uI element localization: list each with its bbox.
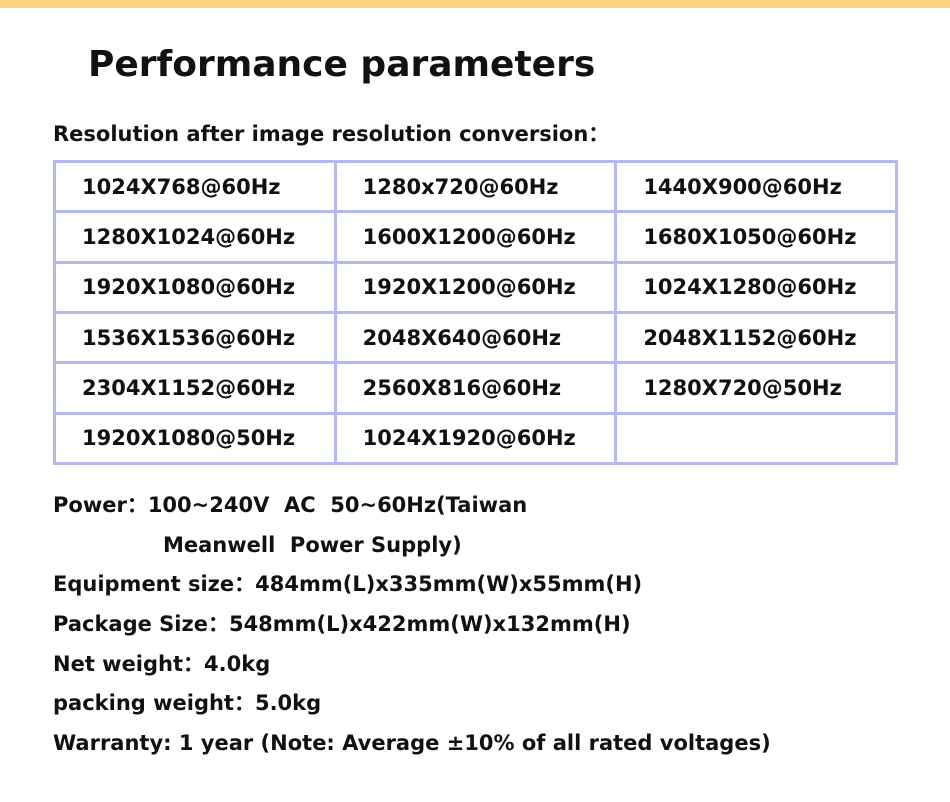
table-cell: 1920X1080@50Hz [53, 411, 337, 466]
subtitle: Resolution after image resolution conver… [53, 122, 610, 146]
table-cell: 1024X1280@60Hz [614, 260, 898, 314]
table-cell: 2048X1152@60Hz [614, 310, 898, 365]
table-cell: 1280x720@60Hz [333, 159, 618, 214]
spec-line: Equipment size：484mm(L)x335mm(W)x55mm(H) [53, 572, 643, 597]
table-cell: 1440X900@60Hz [614, 159, 898, 214]
title: Performance parameters [88, 44, 596, 85]
table-row: 1024X768@60Hz 1280x720@60Hz 1440X900@60Hz [53, 159, 898, 214]
spec-line: Package Size：548mm(L)x422mm(W)x132mm(H) [53, 612, 631, 637]
spec-list: Power：100~240V AC 50~60Hz(Taiwan Meanwell… [53, 486, 771, 764]
spec-line: Net weight：4.0kg [53, 651, 271, 676]
spec-line: Warranty: 1 year (Note: Average ±10% of … [53, 731, 771, 756]
table-row: 1536X1536@60Hz 2048X640@60Hz 2048X1152@60H… [53, 310, 898, 365]
table-row: 1920X1080@60Hz 1920X1200@60Hz 1024X1280@60… [53, 260, 898, 314]
table-cell: 1920X1200@60Hz [333, 260, 618, 314]
table-cell: 2048X640@60Hz [333, 310, 618, 365]
table-cell: 1536X1536@60Hz [53, 310, 337, 365]
table-cell: 1024X768@60Hz [53, 159, 337, 214]
table-cell: 1280X1024@60Hz [53, 210, 337, 264]
empty-cell [614, 411, 898, 466]
table-cell: 2560X816@60Hz [333, 361, 618, 415]
table-cell: 1280X720@50Hz [614, 361, 898, 415]
table-row: 2304X1152@60Hz 2560X816@60Hz 1280X720@50Hz [53, 361, 898, 415]
spec-line: Power：100~240V AC 50~60Hz(Taiwan [53, 493, 528, 517]
table-cell: 2304X1152@60Hz [53, 361, 337, 415]
table-cell: 1024X1920@60Hz [333, 411, 618, 466]
spec-line: packing weight：5.0kg [53, 691, 322, 716]
table-cell: 1600X1200@60Hz [333, 210, 618, 264]
table-cell: 1920X1080@60Hz [53, 260, 337, 314]
table-row: 1920X1080@50Hz 1024X1920@60Hz [53, 411, 898, 466]
table-row: 1280X1024@60Hz 1600X1200@60Hz 1680X1050@60… [53, 210, 898, 264]
table-cell: 1680X1050@60Hz [614, 210, 898, 264]
spec-line: Meanwell Power Supply) [163, 532, 462, 557]
resolution-table: 1024X768@60Hz 1280x720@60Hz 1440X900@60Hz 1… [53, 159, 898, 466]
top-bar [0, 0, 950, 8]
